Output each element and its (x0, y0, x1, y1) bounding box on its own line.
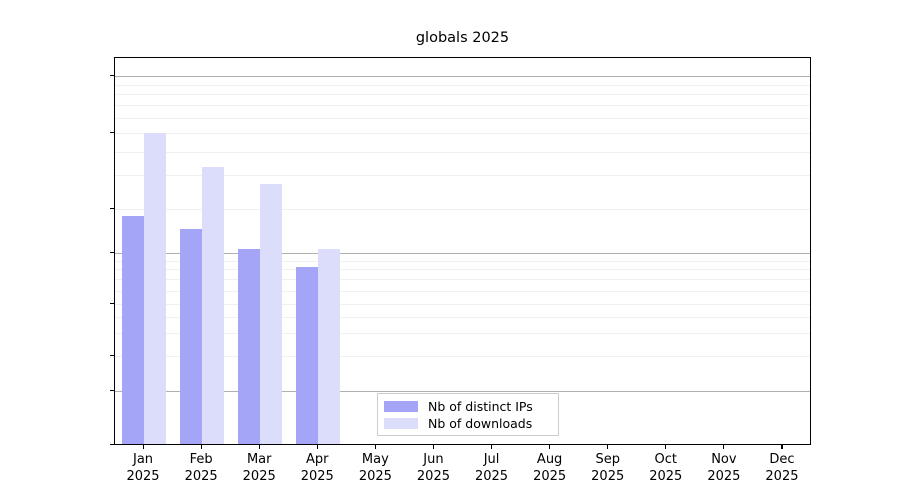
x-tick-label-dec: Dec 2025 (765, 452, 798, 485)
x-tick-label-feb: Feb 2025 (185, 452, 218, 485)
bar-ips-1 (180, 229, 203, 444)
x-tick-label-aug: Aug 2025 (533, 452, 566, 485)
y-tick-mark-10 (110, 251, 114, 253)
gridline-minor-90 (115, 84, 810, 86)
gridline-minor-9 (115, 260, 810, 262)
plot-area (114, 57, 811, 445)
gridline-minor-3 (115, 332, 810, 334)
x-tick-label-nov: Nov 2025 (707, 452, 740, 485)
y-tick-mark-20 (110, 207, 114, 209)
gridline-minor-80 (115, 94, 810, 96)
x-tick-year: 2025 (707, 468, 741, 484)
x-tick-label-apr: Apr 2025 (301, 452, 334, 485)
x-tick-year: 2025 (649, 468, 683, 484)
x-tick-month: Mar (246, 452, 272, 467)
gridline-minor-30 (115, 175, 810, 177)
gridline-minor-2 (115, 356, 810, 357)
gridline-minor-8 (115, 269, 810, 271)
x-tick-mark-feb (200, 445, 202, 449)
bar-downloads-1 (202, 167, 225, 444)
x-tick-year: 2025 (300, 468, 334, 484)
x-tick-month: Feb (189, 452, 213, 467)
x-tick-year: 2025 (591, 468, 625, 484)
x-tick-label-jul: Jul 2025 (475, 452, 508, 485)
bar-ips-2 (238, 248, 261, 444)
x-tick-mark-nov (723, 445, 725, 449)
gridline-major-100 (115, 76, 810, 77)
x-tick-mark-jan (142, 445, 144, 449)
x-tick-year: 2025 (358, 468, 392, 484)
bar-downloads-0 (144, 133, 167, 444)
x-tick-mark-aug (549, 445, 551, 449)
x-tick-mark-apr (316, 445, 318, 449)
chart-title: globals 2025 (415, 30, 510, 46)
x-tick-year: 2025 (416, 468, 450, 484)
x-tick-month: Jan (133, 452, 154, 467)
x-tick-mark-jun (432, 445, 435, 449)
x-tick-year: 2025 (533, 468, 567, 484)
x-tick-year: 2025 (242, 468, 276, 484)
x-tick-mark-sep (607, 445, 609, 449)
x-tick-label-jun: Jun 2025 (417, 452, 450, 485)
gridline-major-10 (115, 253, 810, 254)
y-tick-mark-1 (110, 389, 114, 391)
x-tick-month: Dec (769, 452, 795, 467)
chart-legend: Nb of distinct IPs Nb of downloads (377, 393, 559, 436)
legend-label-ips: Nb of distinct IPs (428, 399, 533, 414)
gridline-minor-60 (115, 118, 810, 119)
bar-downloads-3 (318, 248, 341, 444)
gridline-major-1 (115, 391, 810, 392)
x-tick-mark-mar (258, 445, 260, 449)
x-tick-year: 2025 (765, 468, 799, 484)
gridline-minor-5 (115, 304, 810, 305)
gridline-minor-6 (115, 290, 810, 292)
y-tick-mark-0 (110, 443, 114, 445)
x-tick-label-may: May 2025 (359, 452, 392, 485)
legend-item-downloads: Nb of downloads (384, 415, 552, 432)
x-tick-month: Nov (711, 452, 737, 467)
x-tick-month: Aug (536, 452, 563, 467)
gridline-minor-20 (115, 209, 810, 210)
bar-ips-0 (122, 215, 145, 444)
gridline-minor-70 (115, 105, 810, 107)
x-tick-mark-may (374, 445, 376, 449)
x-tick-month: May (361, 452, 389, 467)
legend-swatch-icon-downloads (384, 418, 418, 429)
y-tick-mark-50 (110, 131, 114, 133)
gridline-minor-4 (115, 316, 810, 318)
legend-swatch-icon-ips (384, 401, 418, 412)
x-tick-label-jan: Jan 2025 (126, 452, 159, 485)
x-tick-month: Oct (654, 452, 678, 467)
legend-label-downloads: Nb of downloads (428, 416, 533, 431)
x-tick-label-oct: Oct 2025 (649, 452, 682, 485)
x-tick-mark-dec (781, 445, 783, 449)
y-tick-mark-2 (110, 354, 114, 356)
x-tick-month: Jul (483, 452, 500, 467)
gridline-minor-50 (115, 133, 810, 134)
x-tick-mark-jul (491, 445, 493, 449)
x-tick-year: 2025 (184, 468, 218, 484)
x-tick-label-sep: Sep 2025 (591, 452, 624, 485)
y-tick-mark-5 (110, 302, 114, 304)
x-tick-month: Jun (423, 452, 444, 467)
x-tick-month: Apr (306, 452, 329, 467)
y-tick-mark-100 (110, 74, 114, 76)
bar-downloads-2 (260, 184, 283, 444)
bar-ips-3 (296, 266, 319, 444)
gridline-minor-40 (115, 151, 810, 153)
x-tick-year: 2025 (474, 468, 509, 484)
x-tick-label-mar: Mar 2025 (243, 452, 276, 485)
x-tick-mark-oct (665, 445, 667, 449)
legend-item-ips: Nb of distinct IPs (384, 398, 552, 415)
gridline-minor-7 (115, 279, 810, 281)
x-tick-month: Sep (595, 452, 620, 467)
x-tick-year: 2025 (126, 468, 160, 484)
